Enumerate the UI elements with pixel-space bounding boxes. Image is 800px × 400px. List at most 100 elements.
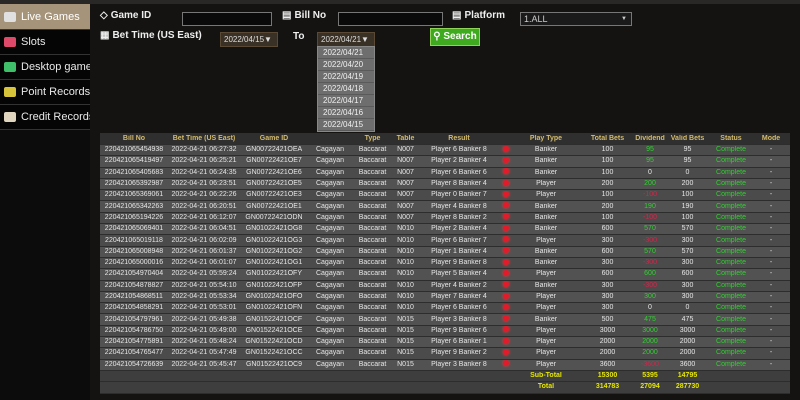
game-type-cell: Baccarat	[358, 236, 387, 244]
game-id-input[interactable]	[182, 12, 272, 26]
date-option[interactable]: 2022/04/15	[318, 119, 374, 131]
game-id-cell: GN01522421OCD	[245, 338, 303, 346]
table-row[interactable]: 220421054878827 2022-04-21 05:54:10 GN0102…	[100, 280, 790, 292]
platform-select[interactable]: 1.ALL ▼	[520, 12, 632, 26]
table-header: Bill No Bet Time (US East) Game ID Type Tabl…	[100, 133, 790, 145]
dividend-cell: 600	[644, 270, 656, 278]
valid-bets-cell: 300	[681, 236, 694, 244]
date-option[interactable]: 2022/04/17	[318, 95, 374, 107]
dividend-cell: -100	[642, 213, 657, 221]
result-indicator-icon	[500, 145, 512, 155]
total-bets-cell: 500	[601, 315, 614, 323]
valid-bets-cell: 300	[681, 293, 694, 300]
result-indicator-icon	[500, 224, 512, 234]
column-header: Result	[448, 134, 470, 142]
sidebar-item-live-games[interactable]: Live Games	[0, 4, 90, 30]
red-dot-icon	[503, 348, 509, 355]
dividend-cell: 190	[644, 202, 656, 210]
table-row[interactable]: 220421065008948 2022-04-21 06:01:37 GN0102…	[100, 246, 790, 258]
date-option[interactable]: 2022/04/19	[318, 71, 374, 83]
table-row[interactable]: 220421054858291 2022-04-21 05:53:01 GN0102…	[100, 303, 790, 315]
result-cell: Player 9 Banker 6	[431, 326, 487, 334]
table-row[interactable]: 220421054797961 2022-04-21 05:49:38 GN0152…	[100, 314, 790, 326]
table-row[interactable]: 220421065419497 2022-04-21 06:25:21 GN0072…	[100, 156, 790, 168]
bet-time-cell: 2022-04-21 06:20:51	[171, 202, 237, 210]
sidebar: Live Games Slots Desktop games Point Record…	[0, 4, 90, 400]
platform-label: ▤ Platform	[452, 10, 506, 21]
bet-time-cell: 2022-04-21 05:53:01	[171, 304, 237, 312]
sidebar-item-slots[interactable]: Slots	[0, 30, 90, 55]
red-dot-icon	[503, 269, 509, 276]
table-row[interactable]: 220421065019118 2022-04-21 06:02:09 GN0102…	[100, 235, 790, 247]
game-id-label: ◇ Game ID	[100, 10, 152, 21]
red-dot-icon	[503, 247, 509, 254]
bill-no-cell: 220421065019118	[105, 236, 163, 244]
result-cell: Player 0 Banker 7	[431, 191, 487, 199]
table-row[interactable]: 220421065392987 2022-04-21 06:23:51 GN0072…	[100, 178, 790, 191]
result-indicator-icon	[500, 348, 512, 358]
total-bets-cell: 2000	[599, 338, 616, 346]
location-cell: Cagayan	[315, 213, 345, 221]
table-row[interactable]: 220421054765477 2022-04-21 05:47:49 GN0152…	[100, 348, 790, 360]
table-row[interactable]: 220421065342263 2022-04-21 06:20:51 GN0072…	[100, 201, 790, 213]
table-row[interactable]: 220421054868511 2022-04-21 05:53:34 GN0102…	[100, 291, 790, 304]
status-cell: Complete	[716, 270, 746, 278]
sidebar-item-desktop-games[interactable]: Desktop games	[0, 55, 90, 80]
table-row[interactable]: 220421065454938 2022-04-21 06:27:32 GN0072…	[100, 145, 790, 157]
column-header: Total Bets	[590, 134, 625, 142]
play-type-cell: Banker	[534, 146, 558, 154]
document-icon	[4, 112, 16, 122]
table-row[interactable]: 220421054726639 2022-04-21 05:45:47 GN0152…	[100, 359, 790, 371]
date-option[interactable]: 2022/04/16	[318, 107, 374, 119]
dividend-cell: -300	[642, 259, 657, 267]
from-date-select[interactable]: 2022/04/15▼	[220, 32, 278, 47]
column-header: Table	[396, 134, 415, 142]
table-no-cell: N007	[397, 157, 414, 165]
bill-no-cell: 220421054858291	[104, 304, 164, 312]
valid-bets-cell: 95	[683, 146, 692, 154]
valid-bets-cell: 95	[683, 157, 692, 165]
bill-no-cell: 220421054786750	[104, 326, 164, 334]
table-row[interactable]: 220421065369061 2022-04-21 06:22:26 GN0072…	[100, 190, 790, 202]
table-no-cell: N015	[397, 349, 414, 357]
status-cell: Complete	[716, 236, 746, 244]
to-date-select[interactable]: 2022/04/21▼	[317, 32, 375, 47]
bet-time-cell: 2022-04-21 05:49:38	[171, 315, 237, 323]
table-no-cell: N015	[397, 315, 414, 323]
total-bets-cell: 3600	[599, 360, 616, 368]
table-row[interactable]: 220421054775891 2022-04-21 05:48:24 GN0152…	[100, 337, 790, 349]
play-type-cell: Player	[536, 326, 556, 334]
table-row[interactable]: 220421054786750 2022-04-21 05:49:00 GN0152…	[100, 325, 790, 338]
dividend-cell: 0	[648, 168, 652, 176]
subtotal-label: Sub-Total	[530, 372, 562, 380]
bill-no-input[interactable]	[338, 12, 443, 26]
mode-cell: -	[769, 180, 773, 188]
table-row[interactable]: 220421065000016 2022-04-21 06:01:07 GN0102…	[100, 257, 790, 270]
bill-no-cell: 220421065419497	[104, 157, 164, 165]
table-row[interactable]: 220421065069401 2022-04-21 06:04:51 GN0102…	[100, 224, 790, 236]
game-type-cell: Baccarat	[358, 191, 387, 199]
sidebar-item-point-records[interactable]: Point Records	[0, 80, 90, 105]
total-bets-cell: 100	[601, 191, 614, 199]
location-cell: Cagayan	[315, 270, 345, 278]
bill-no-cell: 220421065000016	[104, 259, 164, 267]
red-dot-icon	[503, 258, 509, 265]
date-option[interactable]: 2022/04/18	[318, 83, 374, 95]
search-button[interactable]: ⚲ Search	[430, 28, 480, 46]
location-cell: Cagayan	[315, 326, 345, 334]
bet-time-cell: 2022-04-21 05:48:24	[171, 338, 237, 346]
table-row[interactable]: 220421054970404 2022-04-21 05:59:24 GN0102…	[100, 269, 790, 281]
table-row[interactable]: 220421065405683 2022-04-21 06:24:35 GN0072…	[100, 167, 790, 179]
table-row[interactable]: 220421065194226 2022-04-21 06:12:07 GN0072…	[100, 212, 790, 225]
result-indicator-icon	[500, 292, 512, 302]
play-type-cell: Banker	[534, 225, 558, 233]
date-option[interactable]: 2022/04/21	[318, 47, 374, 59]
bet-time-cell: 2022-04-21 06:25:21	[171, 157, 237, 165]
location-cell: Cagayan	[315, 349, 345, 357]
play-type-cell: Banker	[534, 281, 558, 289]
sidebar-item-credit-records[interactable]: Credit Records	[0, 105, 90, 130]
dividend-cell: 2000	[642, 349, 658, 357]
result-cell: Player 4 Banker 8	[431, 202, 487, 210]
date-option[interactable]: 2022/04/20	[318, 59, 374, 71]
status-cell: Complete	[716, 146, 746, 154]
